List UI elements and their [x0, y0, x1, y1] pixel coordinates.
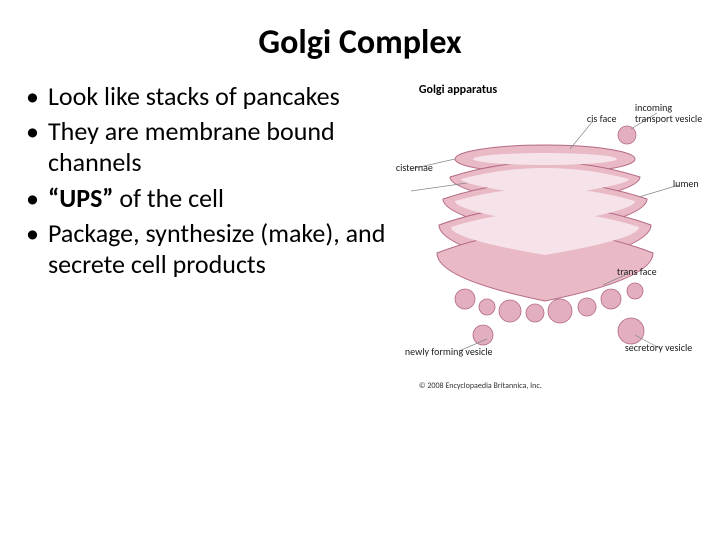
content-row: Look like stacks of pancakes They are me… — [0, 81, 720, 284]
golgi-diagram — [395, 99, 695, 359]
incoming-vesicle — [618, 126, 636, 144]
slide-title: Golgi Complex — [0, 0, 720, 81]
bullet-item: They are membrane bound channels — [26, 116, 395, 178]
label-trans-face: trans face — [617, 267, 657, 278]
figure-title: Golgi apparatus — [419, 83, 497, 97]
figure-copyright: © 2008 Encyclopaedia Britannica, Inc. — [419, 381, 542, 391]
bullet-item: Look like stacks of pancakes — [26, 81, 395, 112]
label-newly: newly forming vesicle — [405, 347, 505, 358]
bullet-item: Package, synthesize (make), and secrete … — [26, 218, 395, 280]
label-cisternae: cisternae — [387, 163, 433, 174]
golgi-figure: Golgi apparatus — [395, 81, 694, 284]
bullet-item: “UPS” of the cell — [26, 183, 395, 214]
bullet-list: Look like stacks of pancakes They are me… — [26, 81, 395, 284]
label-secretory: secretory vesicle — [625, 343, 705, 354]
label-lumen: lumen — [673, 179, 699, 190]
label-cis-face: cis face — [587, 114, 617, 125]
label-incoming: incoming transport vesicle — [635, 103, 705, 124]
